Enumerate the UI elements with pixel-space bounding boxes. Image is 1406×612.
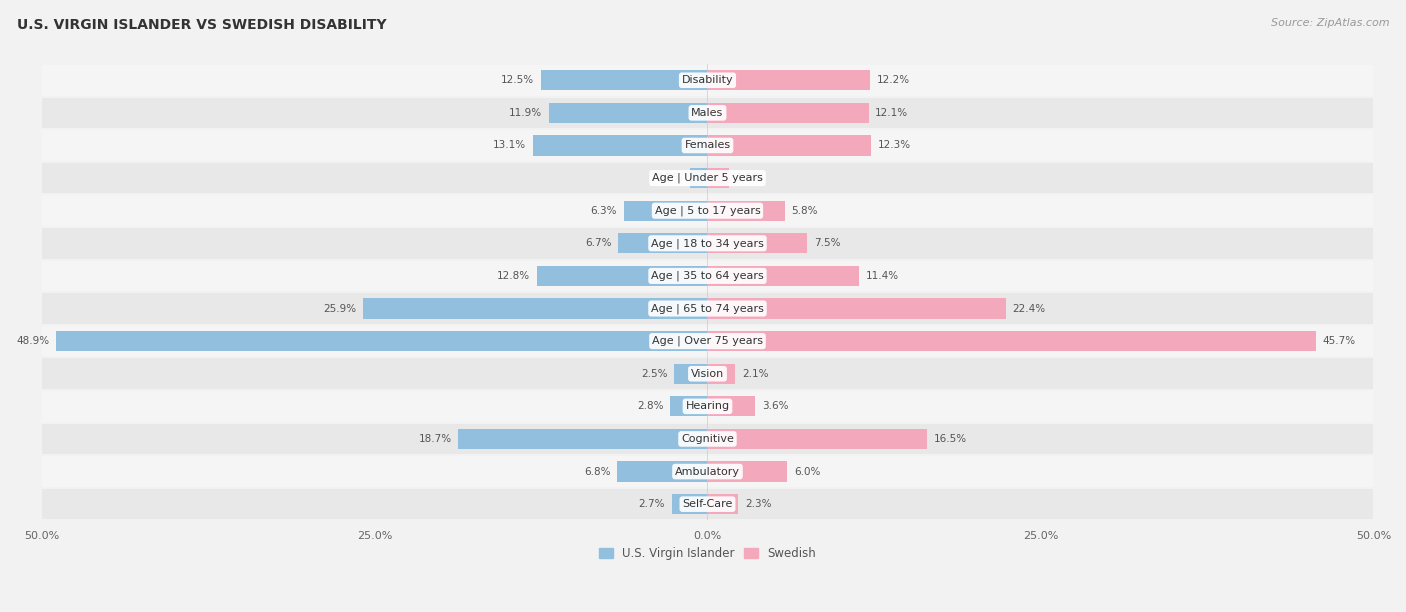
Text: 6.7%: 6.7% bbox=[585, 238, 612, 248]
Text: 6.0%: 6.0% bbox=[794, 466, 821, 477]
Bar bbox=[42, 391, 1374, 422]
Bar bbox=[42, 456, 1374, 487]
Bar bbox=[671, 396, 707, 416]
Text: 45.7%: 45.7% bbox=[1323, 336, 1355, 346]
Bar bbox=[707, 103, 869, 123]
Bar bbox=[672, 494, 707, 514]
Text: Hearing: Hearing bbox=[685, 401, 730, 411]
Bar bbox=[42, 293, 1374, 324]
Text: 11.4%: 11.4% bbox=[866, 271, 898, 281]
Text: 1.6%: 1.6% bbox=[735, 173, 762, 183]
Text: Age | 65 to 74 years: Age | 65 to 74 years bbox=[651, 304, 763, 314]
Text: Disability: Disability bbox=[682, 75, 734, 85]
Text: Self-Care: Self-Care bbox=[682, 499, 733, 509]
Text: 2.3%: 2.3% bbox=[745, 499, 772, 509]
Text: 18.7%: 18.7% bbox=[419, 434, 451, 444]
Text: 2.1%: 2.1% bbox=[742, 369, 769, 379]
Text: 12.8%: 12.8% bbox=[498, 271, 530, 281]
Text: 1.3%: 1.3% bbox=[657, 173, 683, 183]
Bar bbox=[363, 299, 707, 319]
Bar bbox=[42, 359, 1374, 389]
Bar bbox=[42, 195, 1374, 226]
Text: 5.8%: 5.8% bbox=[792, 206, 818, 215]
Bar bbox=[675, 364, 707, 384]
Text: 12.3%: 12.3% bbox=[877, 141, 911, 151]
Text: 22.4%: 22.4% bbox=[1012, 304, 1046, 313]
Text: 12.1%: 12.1% bbox=[876, 108, 908, 118]
Text: Males: Males bbox=[692, 108, 724, 118]
Text: 6.3%: 6.3% bbox=[591, 206, 617, 215]
Bar bbox=[42, 228, 1374, 259]
Bar bbox=[707, 429, 927, 449]
Text: 25.9%: 25.9% bbox=[323, 304, 356, 313]
Bar bbox=[617, 461, 707, 482]
Text: Age | 5 to 17 years: Age | 5 to 17 years bbox=[655, 206, 761, 216]
Bar bbox=[537, 266, 707, 286]
Text: Age | 18 to 34 years: Age | 18 to 34 years bbox=[651, 238, 763, 248]
Bar bbox=[707, 494, 738, 514]
Text: 2.5%: 2.5% bbox=[641, 369, 668, 379]
Bar bbox=[690, 168, 707, 188]
Bar bbox=[707, 70, 870, 91]
Text: Cognitive: Cognitive bbox=[681, 434, 734, 444]
Text: 2.8%: 2.8% bbox=[637, 401, 664, 411]
Bar bbox=[707, 135, 872, 155]
Bar bbox=[42, 261, 1374, 291]
Text: 6.8%: 6.8% bbox=[583, 466, 610, 477]
Text: Age | 35 to 64 years: Age | 35 to 64 years bbox=[651, 271, 763, 281]
Bar bbox=[42, 163, 1374, 193]
Bar bbox=[707, 331, 1316, 351]
Bar bbox=[707, 266, 859, 286]
Bar bbox=[619, 233, 707, 253]
Text: Age | Under 5 years: Age | Under 5 years bbox=[652, 173, 763, 184]
Text: Age | Over 75 years: Age | Over 75 years bbox=[652, 336, 763, 346]
Legend: U.S. Virgin Islander, Swedish: U.S. Virgin Islander, Swedish bbox=[593, 542, 821, 565]
Text: 12.5%: 12.5% bbox=[501, 75, 534, 85]
Text: 48.9%: 48.9% bbox=[17, 336, 49, 346]
Bar bbox=[707, 396, 755, 416]
Text: 3.6%: 3.6% bbox=[762, 401, 789, 411]
Bar bbox=[42, 97, 1374, 128]
Text: 7.5%: 7.5% bbox=[814, 238, 841, 248]
Bar bbox=[541, 70, 707, 91]
Bar bbox=[42, 489, 1374, 520]
Bar bbox=[707, 201, 785, 221]
Text: 12.2%: 12.2% bbox=[876, 75, 910, 85]
Bar bbox=[56, 331, 707, 351]
Bar bbox=[624, 201, 707, 221]
Bar bbox=[458, 429, 707, 449]
Text: 11.9%: 11.9% bbox=[509, 108, 543, 118]
Bar bbox=[707, 461, 787, 482]
Text: U.S. VIRGIN ISLANDER VS SWEDISH DISABILITY: U.S. VIRGIN ISLANDER VS SWEDISH DISABILI… bbox=[17, 18, 387, 32]
Text: 13.1%: 13.1% bbox=[494, 141, 526, 151]
Text: 2.7%: 2.7% bbox=[638, 499, 665, 509]
Bar bbox=[533, 135, 707, 155]
Text: Females: Females bbox=[685, 141, 731, 151]
Bar bbox=[42, 65, 1374, 95]
Text: 16.5%: 16.5% bbox=[934, 434, 967, 444]
Bar bbox=[707, 233, 807, 253]
Text: Vision: Vision bbox=[690, 369, 724, 379]
Bar bbox=[42, 326, 1374, 356]
Text: Ambulatory: Ambulatory bbox=[675, 466, 740, 477]
Bar bbox=[548, 103, 707, 123]
Bar bbox=[707, 299, 1005, 319]
Bar bbox=[707, 168, 728, 188]
Bar bbox=[707, 364, 735, 384]
Text: Source: ZipAtlas.com: Source: ZipAtlas.com bbox=[1271, 18, 1389, 28]
Bar bbox=[42, 130, 1374, 161]
Bar bbox=[42, 424, 1374, 454]
